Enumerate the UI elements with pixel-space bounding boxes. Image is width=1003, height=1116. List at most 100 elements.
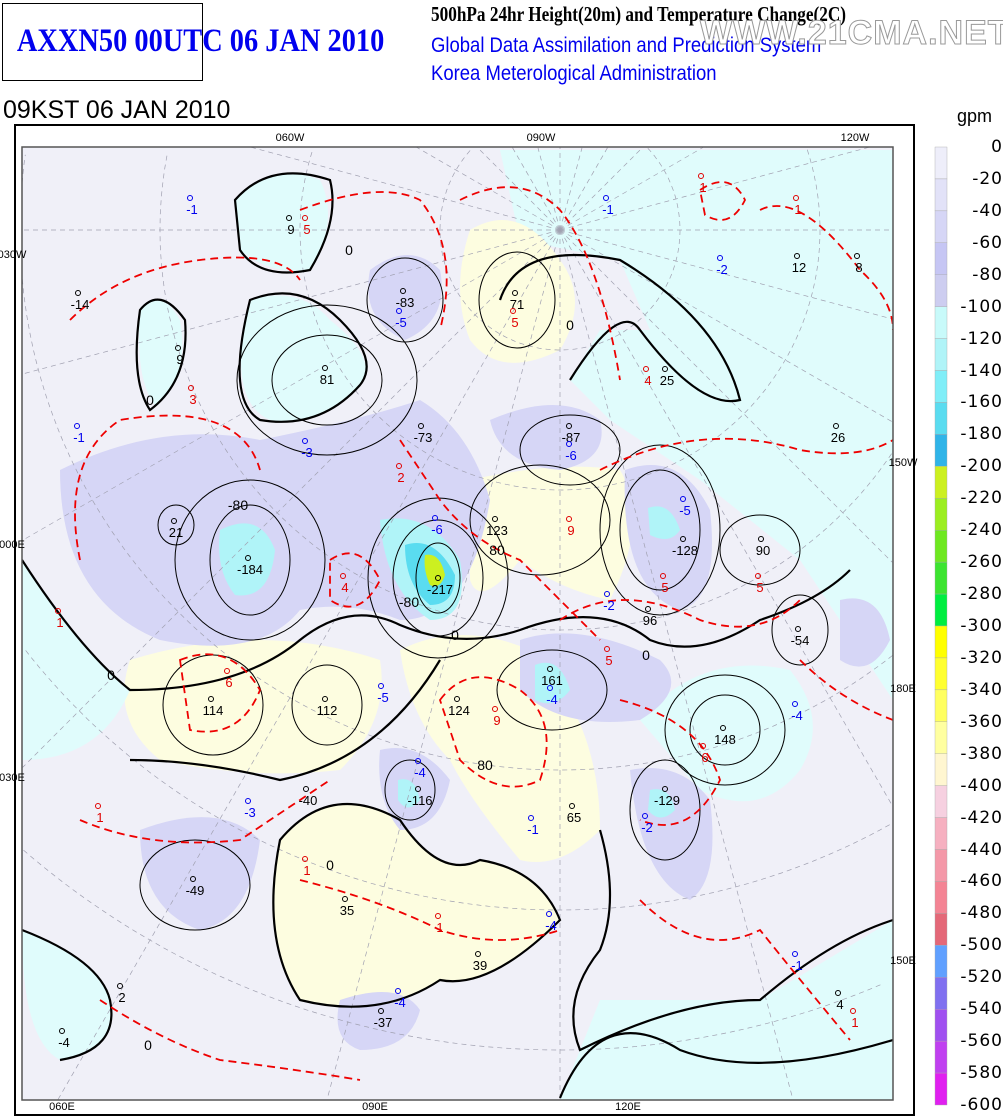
colorbar-label: -60 (972, 232, 1003, 253)
temperature-rise-label: 2 (397, 470, 404, 485)
height-change-label: 96 (643, 613, 657, 628)
meridian-line (559, 229, 893, 563)
height-change-label: -217 (427, 582, 453, 597)
station-marker-icon (566, 516, 572, 522)
temperature-fall-label: -6 (565, 448, 577, 463)
station-marker-icon (642, 813, 648, 819)
meridian-line (22, 229, 561, 541)
zero-height-contour (558, 1032, 893, 1099)
height-change-label: 161 (541, 673, 563, 688)
axis-label-right: 180E (890, 683, 916, 695)
temperature-fall-label: -4 (791, 708, 803, 723)
zero-height-contour (22, 928, 113, 1062)
colorbar-swatch (934, 561, 948, 595)
station-marker-icon (400, 288, 406, 294)
height-contour (291, 664, 363, 746)
station-marker-icon (432, 515, 438, 521)
height-change-label: -184 (237, 562, 263, 577)
shading-layer (22, 147, 893, 1100)
colorbar-unit: gpm (957, 106, 993, 126)
height-contour (478, 251, 556, 349)
shaded-area (22, 560, 130, 760)
temperature-contour (179, 653, 262, 733)
colorbar-label: -400 (960, 775, 1003, 796)
meridian-line (559, 229, 893, 423)
temperature-fall-label: -6 (431, 522, 443, 537)
station-marker-icon (378, 683, 384, 689)
meridian-line (559, 229, 794, 1100)
station-marker-icon (850, 1008, 856, 1014)
station-marker-icon (755, 573, 761, 579)
zero-height-contour (129, 659, 441, 782)
height-change-label: -116 (407, 793, 432, 808)
station-marker-icon (454, 696, 460, 702)
station-marker-icon (95, 803, 101, 809)
temperature-fall-label: -5 (395, 315, 407, 330)
meridian-line (559, 147, 704, 231)
station-marker-icon (415, 758, 421, 764)
colorbar-label: -180 (960, 424, 1003, 445)
station-marker-icon (662, 786, 668, 792)
station-marker-icon (720, 725, 726, 731)
station-marker-icon (302, 438, 308, 444)
shaded-area (140, 817, 260, 930)
colorbar-label: -300 (960, 616, 1003, 636)
colorbar-label: -240 (960, 520, 1003, 541)
temperature-rise-label: 1 (699, 180, 706, 195)
station-marker-icon (342, 896, 348, 902)
contour-label: 0 (642, 647, 650, 663)
temperature-contour (599, 437, 893, 471)
station-marker-icon (187, 195, 193, 201)
temperature-fall-label: -5 (377, 690, 389, 705)
height-change-label: 39 (473, 958, 487, 973)
station-marker-icon (569, 803, 575, 809)
height-change-label: -37 (374, 1015, 393, 1030)
colorbar-swatch (934, 1040, 948, 1074)
colorbar-swatch (934, 338, 948, 371)
axis-label-top: 120W (841, 132, 870, 144)
station-marker-icon (378, 1008, 384, 1014)
station-marker-icon (303, 786, 309, 792)
colorbar-swatch (934, 817, 948, 850)
colorbar-swatch (934, 945, 948, 978)
station-marker-icon (700, 743, 706, 749)
temperature-contour (799, 659, 893, 721)
colorbar-label: -360 (960, 711, 1003, 732)
station-marker-icon (396, 308, 402, 314)
colorbar-swatch (934, 274, 948, 307)
height-change-label: -87 (562, 430, 581, 445)
colorbar-label: -340 (960, 679, 1003, 700)
height-contour (271, 334, 383, 426)
colorbar-swatch (934, 498, 948, 531)
contour-label: 0 (566, 317, 574, 333)
shaded-area (124, 640, 382, 774)
shaded-area (500, 150, 893, 1100)
height-change-label: -40 (299, 793, 318, 808)
station-marker-icon (396, 463, 402, 469)
temperature-rise-label: 1 (303, 863, 310, 878)
colorbar-label: -280 (960, 584, 1003, 605)
station-marker-icon (546, 911, 552, 917)
subtitle-system: Global Data Assimilation and Prediction … (431, 34, 822, 57)
temperature-rise-label: 9 (567, 523, 574, 538)
colorbar-label: 0 (991, 137, 1003, 157)
colorbar-swatch (934, 242, 948, 275)
height-change-label: 25 (660, 373, 674, 388)
height-change-label: 8 (855, 260, 862, 275)
meridian-line (559, 147, 608, 231)
temperature-rise-label: 5 (605, 653, 612, 668)
temperature-rise-label: 5 (756, 580, 763, 595)
height-contour (384, 759, 436, 821)
colorbar-label: -120 (960, 328, 1003, 349)
contour-label: 80 (489, 542, 505, 558)
parallel-line (439, 147, 681, 351)
station-marker-icon (435, 575, 441, 581)
temperature-contour (698, 181, 747, 221)
axis-label-right: 150E (890, 955, 916, 967)
contour-label: 0 (326, 857, 334, 873)
axis-label-top: 090W (527, 132, 556, 144)
colorbar-label: -500 (960, 935, 1003, 956)
station-marker-icon (793, 195, 799, 201)
temperature-fall-label: -5 (679, 503, 691, 518)
